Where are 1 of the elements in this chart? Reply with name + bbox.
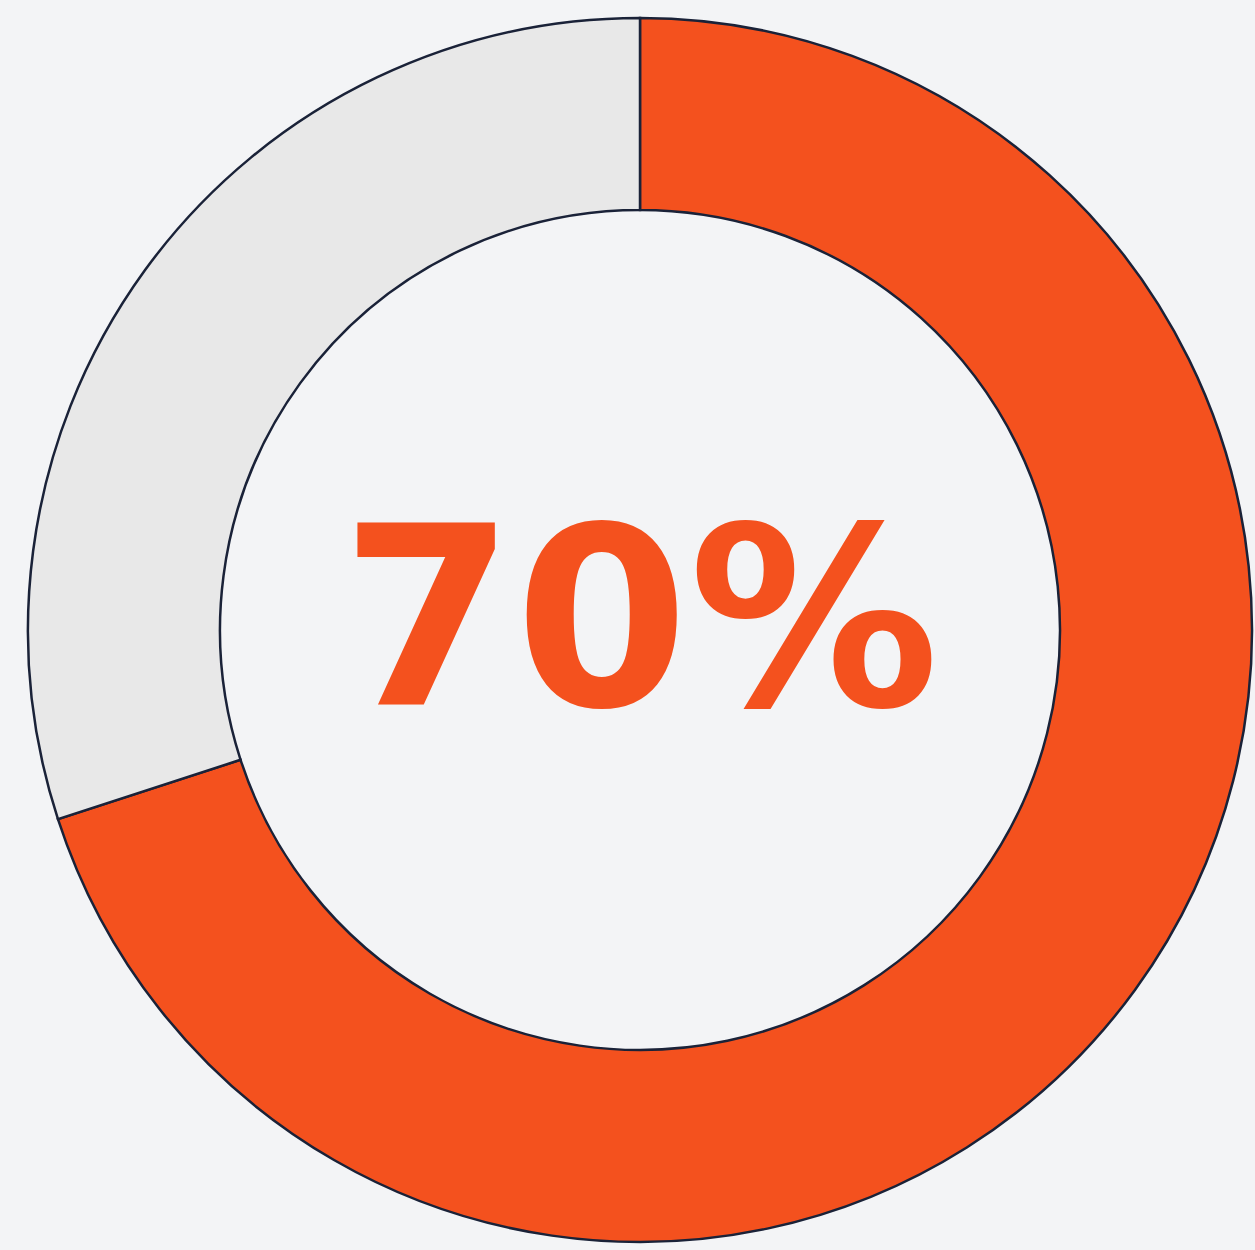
data-label: 70% — [340, 473, 940, 764]
